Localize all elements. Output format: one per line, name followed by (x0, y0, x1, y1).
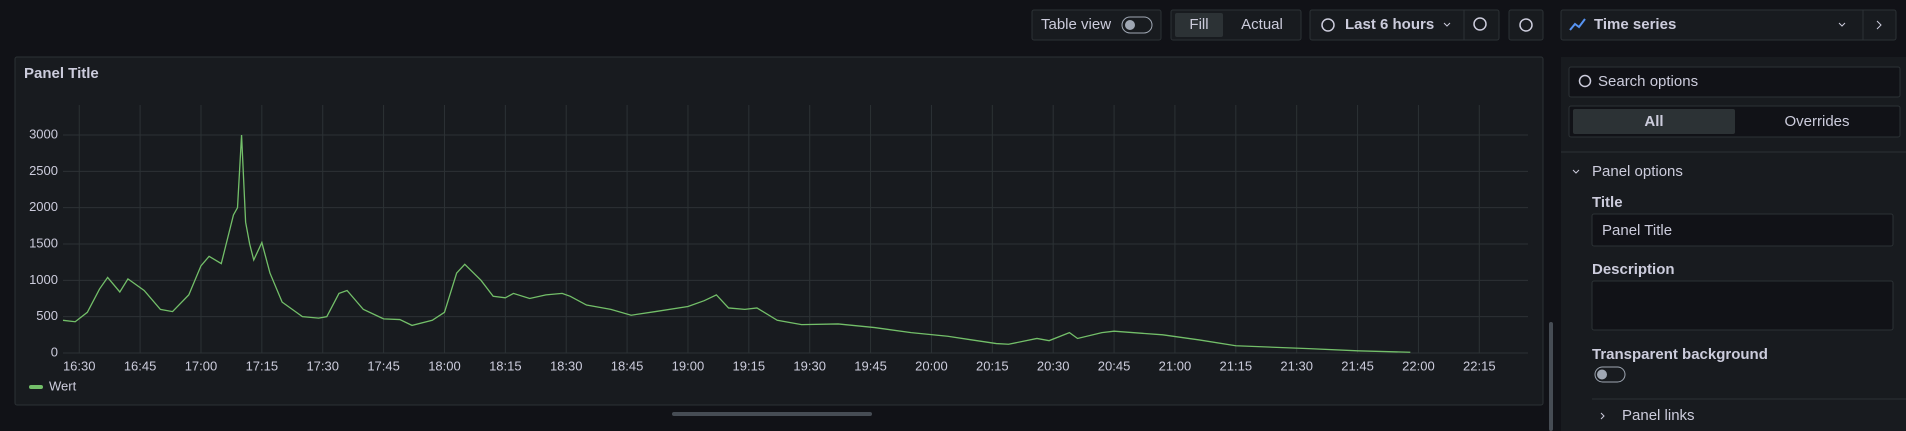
x-tick-label: 19:00 (672, 358, 705, 373)
chevron (1838, 22, 1846, 27)
x-tick-label: 21:30 (1280, 358, 1313, 373)
panel (14, 56, 1544, 406)
x-tick-label: 21:15 (1220, 358, 1253, 373)
x-tick-label: 20:15 (976, 358, 1009, 373)
x-tick-label: 16:45 (124, 358, 157, 373)
x-tick-label: 19:45 (854, 358, 887, 373)
scrollbar[interactable] (1549, 322, 1553, 431)
transparent-switch[interactable] (1594, 366, 1626, 383)
refresh-button[interactable] (1508, 9, 1544, 41)
x-tick-label: 21:45 (1341, 358, 1374, 373)
x-tick-label: 17:15 (246, 358, 279, 373)
switch-knob (1125, 20, 1135, 30)
y-tick-label: 2000 (29, 199, 58, 214)
x-tick-label: 20:00 (915, 358, 948, 373)
switch (1121, 16, 1153, 34)
visualization-label: Time series (1594, 16, 1676, 33)
title-value: Panel Title (1602, 222, 1672, 239)
legend-label: Wert (49, 378, 77, 393)
fill-button[interactable] (1175, 13, 1223, 37)
x-tick-label: 18:30 (550, 358, 583, 373)
y-tick-label: 1000 (29, 272, 58, 287)
description-input[interactable] (1591, 280, 1894, 331)
panel-title: Panel Title (24, 65, 99, 82)
time-picker[interactable] (1309, 9, 1500, 41)
legend-swatch (29, 385, 43, 389)
tab-label: All (1644, 113, 1663, 130)
fill-label: Fill (1189, 16, 1208, 33)
x-tick-label: 18:00 (428, 358, 461, 373)
tab-all[interactable] (1573, 109, 1735, 134)
search-placeholder: Search options (1598, 73, 1698, 90)
x-tick-label: 19:15 (733, 358, 766, 373)
field-label: Transparent background (1592, 346, 1768, 363)
time-range: Last 6 hours (1345, 16, 1434, 33)
x-tick-label: 19:30 (793, 358, 826, 373)
x-tick-label: 18:15 (489, 358, 522, 373)
x-tick-label: 20:45 (1098, 358, 1131, 373)
x-tick-label: 16:30 (63, 358, 96, 373)
y-tick-label: 500 (36, 308, 58, 323)
chevron (1600, 412, 1605, 420)
y-tick-label: 1500 (29, 235, 58, 250)
switch-knob (1597, 369, 1607, 380)
refresh-icon (1519, 18, 1533, 32)
y-tick-label: 2500 (29, 163, 58, 178)
scrollbar[interactable] (672, 412, 872, 416)
chevron (1572, 169, 1580, 174)
tab-label[interactable]: Overrides (1784, 113, 1849, 130)
x-tick-label: 22:15 (1463, 358, 1496, 373)
chevron (1443, 22, 1451, 27)
x-tick-label: 18:45 (611, 358, 644, 373)
actual-label[interactable]: Actual (1241, 16, 1283, 33)
field-label: Description (1592, 261, 1675, 278)
section-title[interactable]: Panel links (1622, 407, 1695, 424)
collapse-icon[interactable] (1876, 20, 1882, 30)
x-tick-label: 17:30 (306, 358, 339, 373)
x-tick-label: 21:00 (1159, 358, 1192, 373)
x-tick-label: 22:00 (1402, 358, 1435, 373)
y-tick-label: 3000 (29, 126, 58, 141)
clock-icon (1321, 18, 1335, 32)
plot-area: 0 500 1000 1500 2000 2500 3000 16:30 16:45 17:00 1… (29, 105, 1528, 393)
field-label: Title (1592, 194, 1623, 211)
series-line (62, 134, 1411, 353)
zoom-out[interactable] (1473, 17, 1487, 31)
title-input[interactable] (1591, 213, 1894, 247)
visualization-picker[interactable] (1560, 9, 1897, 41)
search-icon (1578, 74, 1592, 88)
table-view-label: Table view (1041, 16, 1111, 33)
viz-icon (1569, 18, 1586, 31)
section-title[interactable]: Panel options (1592, 163, 1683, 180)
x-tick-label: 20:30 (1037, 358, 1070, 373)
x-tick-label: 17:00 (185, 358, 218, 373)
y-tick-label: 0 (51, 344, 58, 359)
x-tick-label: 17:45 (367, 358, 400, 373)
search-box[interactable] (1568, 66, 1901, 98)
